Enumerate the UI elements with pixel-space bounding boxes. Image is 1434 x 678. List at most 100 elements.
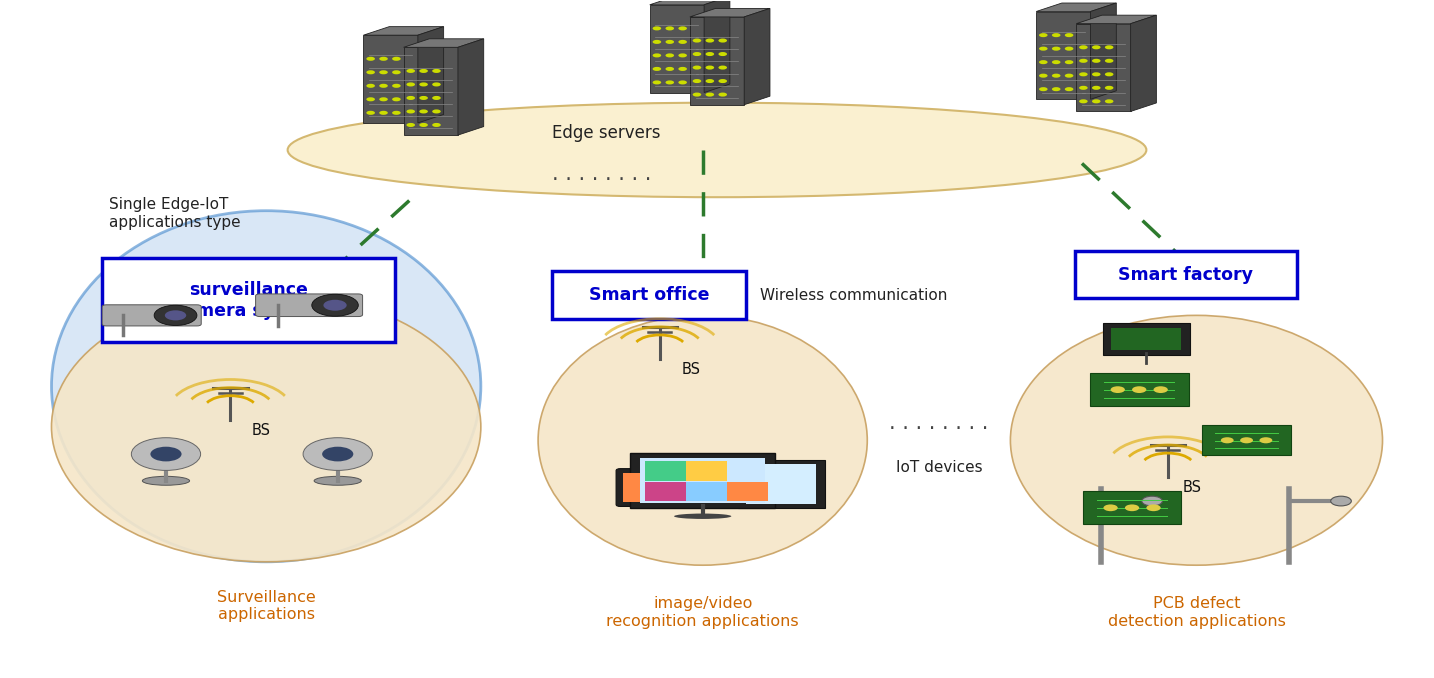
- Circle shape: [1091, 59, 1100, 63]
- Circle shape: [652, 67, 661, 71]
- Text: IoT devices: IoT devices: [895, 460, 982, 475]
- FancyBboxPatch shape: [617, 468, 661, 506]
- Circle shape: [419, 123, 427, 127]
- Circle shape: [1040, 47, 1048, 51]
- Text: . . . . . . . .: . . . . . . . .: [552, 163, 652, 184]
- FancyBboxPatch shape: [552, 271, 746, 319]
- Polygon shape: [704, 0, 730, 92]
- FancyBboxPatch shape: [727, 481, 767, 502]
- FancyBboxPatch shape: [685, 481, 727, 502]
- Circle shape: [665, 67, 674, 71]
- Circle shape: [419, 109, 427, 113]
- FancyBboxPatch shape: [102, 305, 201, 326]
- Circle shape: [1259, 437, 1272, 443]
- Circle shape: [1331, 496, 1351, 506]
- Circle shape: [693, 39, 701, 43]
- Circle shape: [693, 66, 701, 70]
- Circle shape: [432, 123, 440, 127]
- Circle shape: [665, 40, 674, 44]
- Polygon shape: [363, 26, 443, 35]
- Ellipse shape: [52, 292, 480, 562]
- Circle shape: [379, 57, 387, 61]
- Circle shape: [324, 300, 347, 311]
- Circle shape: [1053, 33, 1061, 37]
- Text: Wireless communication: Wireless communication: [760, 287, 948, 302]
- Circle shape: [1065, 87, 1074, 92]
- Circle shape: [1080, 59, 1087, 63]
- Circle shape: [419, 96, 427, 100]
- Text: . . . . . . . .: . . . . . . . .: [889, 414, 988, 433]
- Circle shape: [1053, 87, 1061, 92]
- Circle shape: [1053, 47, 1061, 51]
- Polygon shape: [1037, 3, 1116, 12]
- Circle shape: [419, 83, 427, 87]
- Text: Surveillance
applications: Surveillance applications: [217, 589, 315, 622]
- Circle shape: [1040, 33, 1048, 37]
- Circle shape: [379, 84, 387, 88]
- Circle shape: [652, 81, 661, 85]
- Circle shape: [1104, 86, 1113, 90]
- Text: BS: BS: [681, 362, 700, 377]
- Polygon shape: [363, 35, 417, 123]
- Polygon shape: [744, 8, 770, 104]
- Circle shape: [1091, 99, 1100, 103]
- Circle shape: [406, 83, 414, 87]
- Circle shape: [1153, 386, 1167, 393]
- FancyBboxPatch shape: [1111, 327, 1182, 351]
- Text: Edge servers: Edge servers: [552, 124, 661, 142]
- Circle shape: [366, 71, 374, 75]
- Circle shape: [391, 71, 400, 75]
- Polygon shape: [403, 47, 457, 135]
- Circle shape: [1065, 33, 1074, 37]
- Circle shape: [1040, 87, 1048, 92]
- Circle shape: [303, 438, 373, 471]
- Circle shape: [1104, 99, 1113, 103]
- Circle shape: [1065, 47, 1074, 51]
- Circle shape: [1053, 74, 1061, 78]
- Circle shape: [1091, 45, 1100, 49]
- Circle shape: [165, 311, 186, 321]
- Polygon shape: [403, 39, 483, 47]
- Text: image/video
recognition applications: image/video recognition applications: [607, 596, 799, 629]
- Circle shape: [1103, 504, 1117, 511]
- Text: Single Edge-IoT
applications type: Single Edge-IoT applications type: [109, 197, 241, 230]
- Circle shape: [366, 111, 374, 115]
- Circle shape: [432, 83, 440, 87]
- Circle shape: [1104, 59, 1113, 63]
- Circle shape: [1080, 73, 1087, 77]
- Polygon shape: [690, 17, 744, 104]
- Circle shape: [379, 111, 387, 115]
- Circle shape: [706, 52, 714, 56]
- Circle shape: [693, 52, 701, 56]
- FancyBboxPatch shape: [255, 294, 363, 317]
- FancyBboxPatch shape: [1202, 425, 1291, 456]
- Polygon shape: [650, 0, 730, 5]
- Circle shape: [665, 26, 674, 31]
- FancyBboxPatch shape: [641, 458, 764, 504]
- Circle shape: [1091, 73, 1100, 77]
- Circle shape: [1080, 45, 1087, 49]
- FancyBboxPatch shape: [1076, 252, 1296, 298]
- Circle shape: [1141, 496, 1163, 506]
- Polygon shape: [650, 5, 704, 92]
- Circle shape: [151, 447, 182, 462]
- Text: PCB defect
detection applications: PCB defect detection applications: [1107, 596, 1285, 629]
- Text: Smart office: Smart office: [589, 286, 710, 304]
- Circle shape: [1240, 437, 1253, 443]
- FancyBboxPatch shape: [1090, 373, 1189, 406]
- Circle shape: [323, 447, 353, 462]
- FancyBboxPatch shape: [685, 461, 727, 481]
- FancyBboxPatch shape: [746, 464, 816, 504]
- Polygon shape: [457, 39, 483, 135]
- Text: BS: BS: [1182, 480, 1202, 495]
- Text: BS: BS: [252, 422, 271, 438]
- Circle shape: [1110, 386, 1124, 393]
- Circle shape: [678, 40, 687, 44]
- Circle shape: [366, 84, 374, 88]
- FancyBboxPatch shape: [645, 461, 685, 481]
- Circle shape: [718, 39, 727, 43]
- Polygon shape: [417, 26, 443, 123]
- FancyBboxPatch shape: [1083, 492, 1182, 524]
- Polygon shape: [1130, 15, 1156, 111]
- FancyBboxPatch shape: [624, 473, 654, 502]
